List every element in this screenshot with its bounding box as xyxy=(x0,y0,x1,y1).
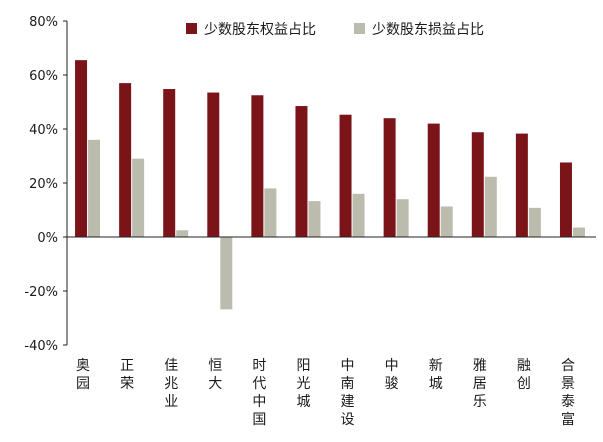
x-tick-label: 恒大 xyxy=(208,358,222,392)
bar-profit-share-1 xyxy=(132,158,145,237)
x-tick-label: 新城 xyxy=(429,358,443,392)
bar-equity-share-7 xyxy=(383,118,396,237)
legend: 少数股东权益占比 少数股东损益占比 xyxy=(186,22,484,38)
x-tick-label: 奥园 xyxy=(76,357,90,392)
bars xyxy=(75,60,585,310)
bar-equity-share-3 xyxy=(207,92,220,237)
bar-equity-share-5 xyxy=(295,106,308,237)
bar-equity-share-0 xyxy=(75,60,88,238)
legend-swatch-1 xyxy=(354,23,365,34)
bar-equity-share-2 xyxy=(163,89,176,237)
y-tick-label: -40% xyxy=(24,339,58,354)
bar-equity-share-1 xyxy=(119,83,132,237)
legend-swatch-0 xyxy=(186,23,197,34)
y-tick-label: 0% xyxy=(37,231,58,246)
bar-profit-share-9 xyxy=(484,176,497,237)
bar-equity-share-8 xyxy=(427,123,440,237)
x-tick-label: 中南建设 xyxy=(341,358,355,428)
y-axis: -40% -20% 0% 20% 40% 60% 80% xyxy=(24,15,68,354)
legend-label-1: 少数股东损益占比 xyxy=(372,22,484,38)
bar-profit-share-2 xyxy=(176,230,189,237)
bar-profit-share-5 xyxy=(308,201,321,237)
y-tick-label: 20% xyxy=(29,177,58,192)
bar-profit-share-10 xyxy=(528,207,541,237)
x-tick-label: 佳兆业 xyxy=(164,358,178,410)
y-tick-label: 80% xyxy=(29,15,58,30)
x-tick-label: 时代中国 xyxy=(252,358,266,428)
bar-equity-share-6 xyxy=(339,114,352,237)
bar-equity-share-4 xyxy=(251,95,264,237)
bar-profit-share-6 xyxy=(352,193,365,237)
x-tick-label: 雅居乐 xyxy=(473,358,487,410)
x-tick-label: 中骏 xyxy=(385,358,399,392)
bar-profit-share-0 xyxy=(88,139,101,237)
x-tick-label: 阳光城 xyxy=(296,358,310,410)
bar-profit-share-7 xyxy=(396,199,409,237)
x-tick-label: 正荣 xyxy=(120,358,134,392)
bar-profit-share-4 xyxy=(264,188,277,237)
bar-profit-share-8 xyxy=(440,206,453,237)
bar-equity-share-9 xyxy=(471,132,484,237)
legend-label-0: 少数股东权益占比 xyxy=(204,22,316,38)
y-tick-label: -20% xyxy=(24,285,58,300)
bar-equity-share-10 xyxy=(515,133,528,237)
x-tick-label: 融创 xyxy=(517,358,531,392)
bar-profit-share-3 xyxy=(220,237,233,310)
bar-profit-share-11 xyxy=(572,227,585,237)
y-tick-label: 60% xyxy=(29,69,58,84)
bar-equity-share-11 xyxy=(559,162,572,237)
x-tick-label: 合景泰富 xyxy=(561,358,575,428)
y-tick-label: 40% xyxy=(29,123,58,138)
